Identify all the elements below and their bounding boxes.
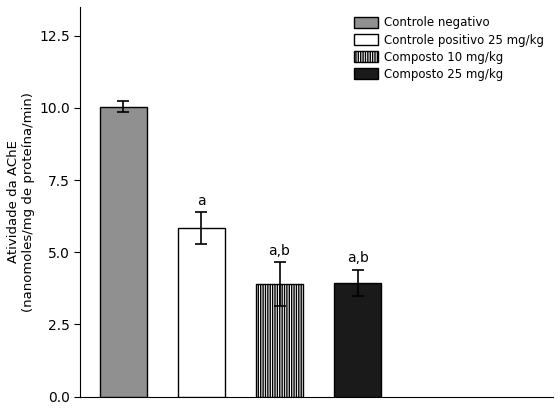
Bar [178,228,225,397]
Bar [334,283,381,397]
Text: a,b: a,b [347,251,368,265]
Bar [100,107,147,397]
Text: a,b: a,b [269,244,291,258]
Y-axis label: Atividade da AChE
(nanomoles/mg de proteína/min): Atividade da AChE (nanomoles/mg de prote… [7,92,35,312]
Bar [256,284,303,397]
Text: a: a [197,194,206,208]
Legend: Controle negativo, Controle positivo 25 mg/kg, Composto 10 mg/kg, Composto 25 mg: Controle negativo, Controle positivo 25 … [351,13,547,84]
